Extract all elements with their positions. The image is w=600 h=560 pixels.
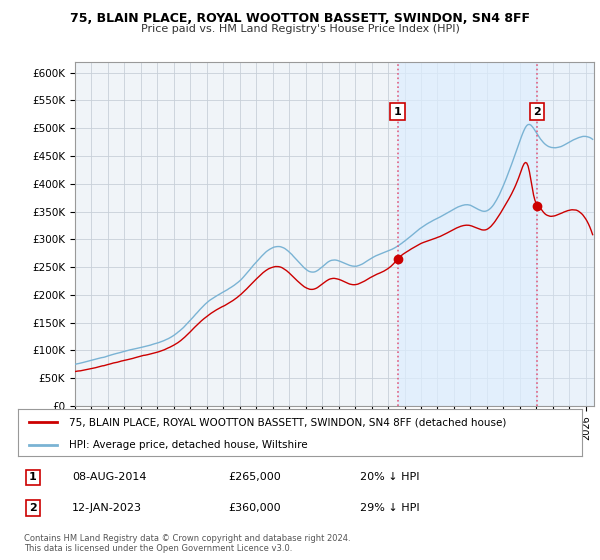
Bar	[398, 62, 537, 406]
Text: £265,000: £265,000	[228, 473, 281, 482]
Text: 29% ↓ HPI: 29% ↓ HPI	[360, 503, 419, 513]
Text: 1: 1	[29, 473, 37, 482]
Text: 2: 2	[29, 503, 37, 513]
Text: 2: 2	[533, 106, 541, 116]
Bar	[537, 62, 594, 406]
Text: Price paid vs. HM Land Registry's House Price Index (HPI): Price paid vs. HM Land Registry's House …	[140, 24, 460, 34]
Text: £360,000: £360,000	[228, 503, 281, 513]
Text: 75, BLAIN PLACE, ROYAL WOOTTON BASSETT, SWINDON, SN4 8FF: 75, BLAIN PLACE, ROYAL WOOTTON BASSETT, …	[70, 12, 530, 25]
Text: Contains HM Land Registry data © Crown copyright and database right 2024.
This d: Contains HM Land Registry data © Crown c…	[24, 534, 350, 553]
Text: 12-JAN-2023: 12-JAN-2023	[72, 503, 142, 513]
Text: HPI: Average price, detached house, Wiltshire: HPI: Average price, detached house, Wilt…	[69, 440, 307, 450]
Text: 20% ↓ HPI: 20% ↓ HPI	[360, 473, 419, 482]
Text: 08-AUG-2014: 08-AUG-2014	[72, 473, 146, 482]
Text: 75, BLAIN PLACE, ROYAL WOOTTON BASSETT, SWINDON, SN4 8FF (detached house): 75, BLAIN PLACE, ROYAL WOOTTON BASSETT, …	[69, 417, 506, 427]
Text: 1: 1	[394, 106, 401, 116]
